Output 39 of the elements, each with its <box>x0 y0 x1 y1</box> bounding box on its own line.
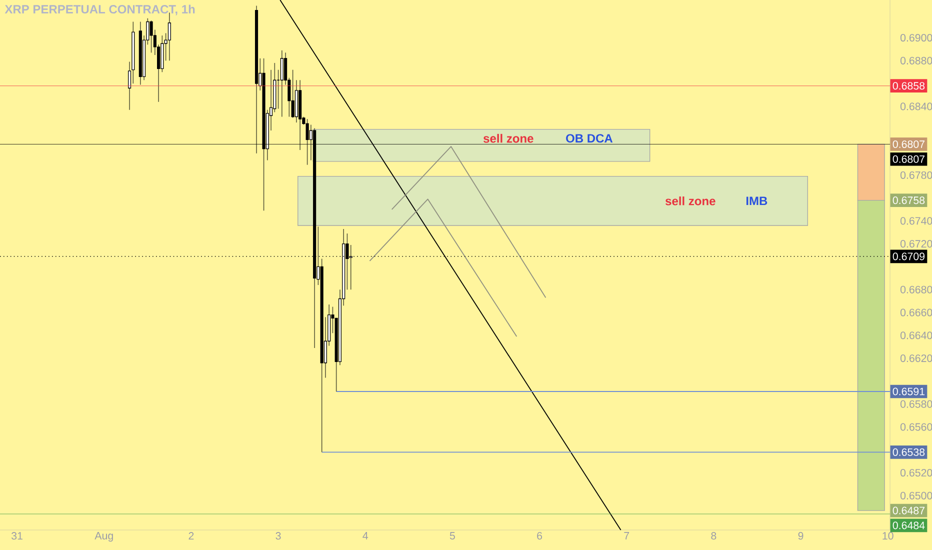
y-tick-label: 0.6520 <box>900 468 932 477</box>
x-tick-label: 5 <box>450 532 455 540</box>
chart-title: XRP PERPETUAL CONTRACT, 1h <box>4 4 195 16</box>
x-tick-label: 9 <box>798 532 804 540</box>
x-tick-label: 7 <box>624 532 630 540</box>
y-tick-label: 0.6500 <box>900 492 932 500</box>
y-tick-label: 0.6780 <box>900 171 932 179</box>
x-tick-label: 8 <box>711 532 716 540</box>
y-tick-label: 0.6880 <box>900 56 932 64</box>
y-tick-label: 0.6580 <box>900 400 932 408</box>
y-tick-label: 0.6560 <box>900 423 932 431</box>
x-tick-label: 31 <box>12 532 22 540</box>
x-tick-label: 2 <box>188 532 194 540</box>
data-label: 0.6487 <box>892 506 924 514</box>
x-tick-label: 6 <box>537 532 542 540</box>
y-tick-label: 0.6660 <box>900 308 932 316</box>
x-tick-label: 4 <box>362 532 368 540</box>
annotation: IMB <box>746 196 768 206</box>
ref-line-label: 0.6807 <box>892 155 924 163</box>
y-tick-label: 0.6720 <box>900 240 932 248</box>
y-tick-label: 0.6740 <box>900 217 932 225</box>
ref-line-label: 0.6858 <box>892 82 925 90</box>
y-tick-label: 0.6840 <box>900 102 932 110</box>
x-tick-label: 10 <box>882 532 894 540</box>
x-tick-label: 3 <box>276 532 281 540</box>
y-tick-label: 0.6620 <box>900 354 932 362</box>
y-tick-label: 0.6640 <box>900 332 932 340</box>
y-tick-label: 0.6680 <box>900 286 932 294</box>
data-label: 0.6807 <box>892 140 924 148</box>
x-tick-label: Aug <box>94 532 113 542</box>
ref-line-label: 0.6709 <box>892 252 925 260</box>
data-label: 0.6758 <box>892 196 925 204</box>
annotation: OB DCA <box>566 134 613 143</box>
data-label: 0.6591 <box>892 388 925 396</box>
annotation: sell zone <box>665 196 716 206</box>
data-label: 0.6538 <box>892 448 925 456</box>
ref-line-label: 0.6484 <box>892 522 925 530</box>
annotation: sell zone <box>483 134 534 143</box>
y-tick-label: 0.6900 <box>900 34 932 42</box>
